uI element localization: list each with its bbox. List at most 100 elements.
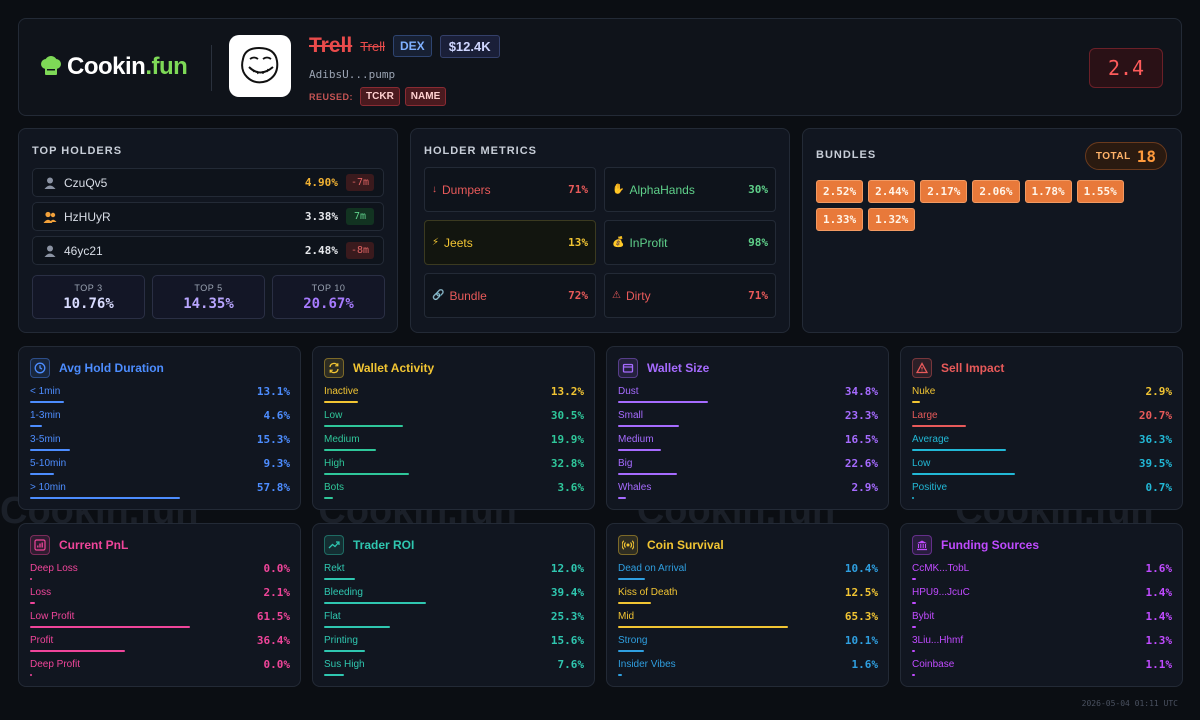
bank-icon [912,535,932,555]
bundle-chip[interactable]: 2.52% [816,180,864,203]
stat-bar [30,626,190,628]
bundle-chip[interactable]: 2.44% [868,180,916,203]
holder-percent: 4.90% [304,176,338,189]
stat-value: 1.3% [1145,634,1173,647]
card-header: Wallet Size [618,358,709,378]
stat-label: High [324,458,345,469]
stat-value: 0.0% [263,562,291,575]
holder-address[interactable]: CzuQv5 [64,175,108,190]
stat-bar [618,602,651,604]
token-address[interactable]: AdibsU...pump [309,68,396,81]
card-header: Trader ROI [324,535,414,555]
bundle-list: 2.52% 2.44% 2.17% 2.06% 1.78% 1.55% 1.33% 1.32% [816,180,1166,231]
stat-value: 0.0% [263,658,291,671]
bundle-chip[interactable]: 1.78% [1024,180,1072,203]
stat-row: Deep Loss 0.0% [30,562,290,584]
token-avatar[interactable] [229,35,291,97]
stat-row: Positive 0.7% [912,481,1172,503]
stat-label: 5-10min [30,458,67,469]
token-name: Trell [309,34,353,57]
stat-bar [912,425,966,427]
stat-label: Loss [30,587,52,598]
stat-value: 1.4% [1145,610,1173,623]
stat-bar [618,473,677,475]
metric-jeets[interactable]: ⚡ Jeets 13% [424,220,596,265]
stat-row: 3Liu...Hhmf 1.3% [912,634,1172,656]
card-title: Coin Survival [647,538,724,552]
bundle-chip[interactable]: 1.33% [816,208,864,231]
stat-bar [30,497,181,499]
stat-row: CcMK...TobL 1.6% [912,562,1172,584]
stat-row: Bleeding 39.4% [324,586,584,608]
wallet-icon [618,358,638,378]
stat-label: Strong [618,635,648,646]
holder-address[interactable]: 46yc21 [64,243,103,258]
stat-bar [618,578,646,580]
bundle-chip[interactable]: 1.32% [868,208,916,231]
stat-card-trader-roi: Trader ROI Rekt 12.0% Bleeding 39.4% Flat 25.3… [312,523,595,687]
stat-row: Coinbase 1.1% [912,658,1172,680]
stat-bar [30,449,70,451]
stat-label: Bleeding [324,587,363,598]
stat-bar [618,650,645,652]
total-value: 18 [1136,146,1156,166]
stat-bar [30,578,32,580]
brand-logo[interactable]: Cookin.fun [39,53,188,81]
metric-name: Jeets [444,235,473,250]
stat-value: 0.7% [1145,481,1173,494]
metric-alphahands[interactable]: ✋ AlphaHands 30% [604,167,776,212]
metric-name: Dirty [625,288,651,303]
stat-value: 65.3% [844,610,878,623]
metric-dirty[interactable]: ⚠ Dirty 71% [604,273,776,318]
stat-value: 36.4% [256,634,290,647]
stat-label: Coinbase [912,659,955,670]
stat-row: Printing 15.6% [324,634,584,656]
bundle-chip[interactable]: 2.06% [972,180,1020,203]
stat-bar [324,449,376,451]
stat-bar [912,674,915,676]
stat-label: Dust [618,386,639,397]
stat-bar [30,650,125,652]
stat-row: Large 20.7% [912,409,1172,431]
stat-value: 13.2% [550,385,584,398]
stat-value: 1.4% [1145,586,1173,599]
holder-row[interactable]: 46yc21 2.48% -8m [32,236,384,265]
metric-name: Bundle [449,288,487,303]
metric-value: 72% [568,289,588,302]
stat-label: Sus High [324,659,365,670]
stat-value: 39.5% [1138,457,1172,470]
card-header: Current PnL [30,535,128,555]
holder-metrics-panel: HOLDER METRICS ↓ Dumpers 71% ✋ AlphaHands 30%… [410,128,790,333]
stat-row: Low 39.5% [912,457,1172,479]
holder-address[interactable]: HzHUyR [64,209,111,224]
stat-row: Low Profit 61.5% [30,610,290,632]
bundle-chip[interactable]: 2.17% [920,180,968,203]
stat-bar [618,401,709,403]
holder-row[interactable]: CzuQv5 4.90% -7m [32,168,384,197]
stat-bar [618,449,661,451]
stat-label: Deep Loss [30,563,78,574]
card-title: Trader ROI [353,538,415,552]
stat-label: Kiss of Death [618,587,678,598]
top-holders-summary: TOP 3 10.76% [32,275,145,319]
stat-label: Medium [324,434,360,445]
metric-dumpers[interactable]: ↓ Dumpers 71% [424,167,596,212]
stat-label: Low Profit [30,611,75,622]
metric-inprofit[interactable]: 💰 InProfit 98% [604,220,776,265]
arrow-down-icon: ↓ [432,184,437,195]
stat-bar [912,650,916,652]
stat-bar [618,674,623,676]
metric-value: 71% [568,183,588,196]
stat-value: 22.6% [844,457,878,470]
metric-bundle[interactable]: 🔗 Bundle 72% [424,273,596,318]
holder-age-badge: -8m [345,242,374,259]
users-icon [43,210,57,224]
lightning-icon: ⚡ [432,237,440,248]
stat-card-avg-hold-duration: Avg Hold Duration < 1min 13.1% 1-3min 4.6% 3-… [18,346,301,510]
trollface-icon [241,46,279,84]
token-title-row: Trell Trell DEX $12.4K [309,34,500,58]
bundle-chip[interactable]: 1.55% [1076,180,1124,203]
stat-row: Profit 36.4% [30,634,290,656]
risk-score: 2.4 [1089,48,1163,88]
holder-row[interactable]: HzHUyR 3.38% 7m [32,202,384,231]
